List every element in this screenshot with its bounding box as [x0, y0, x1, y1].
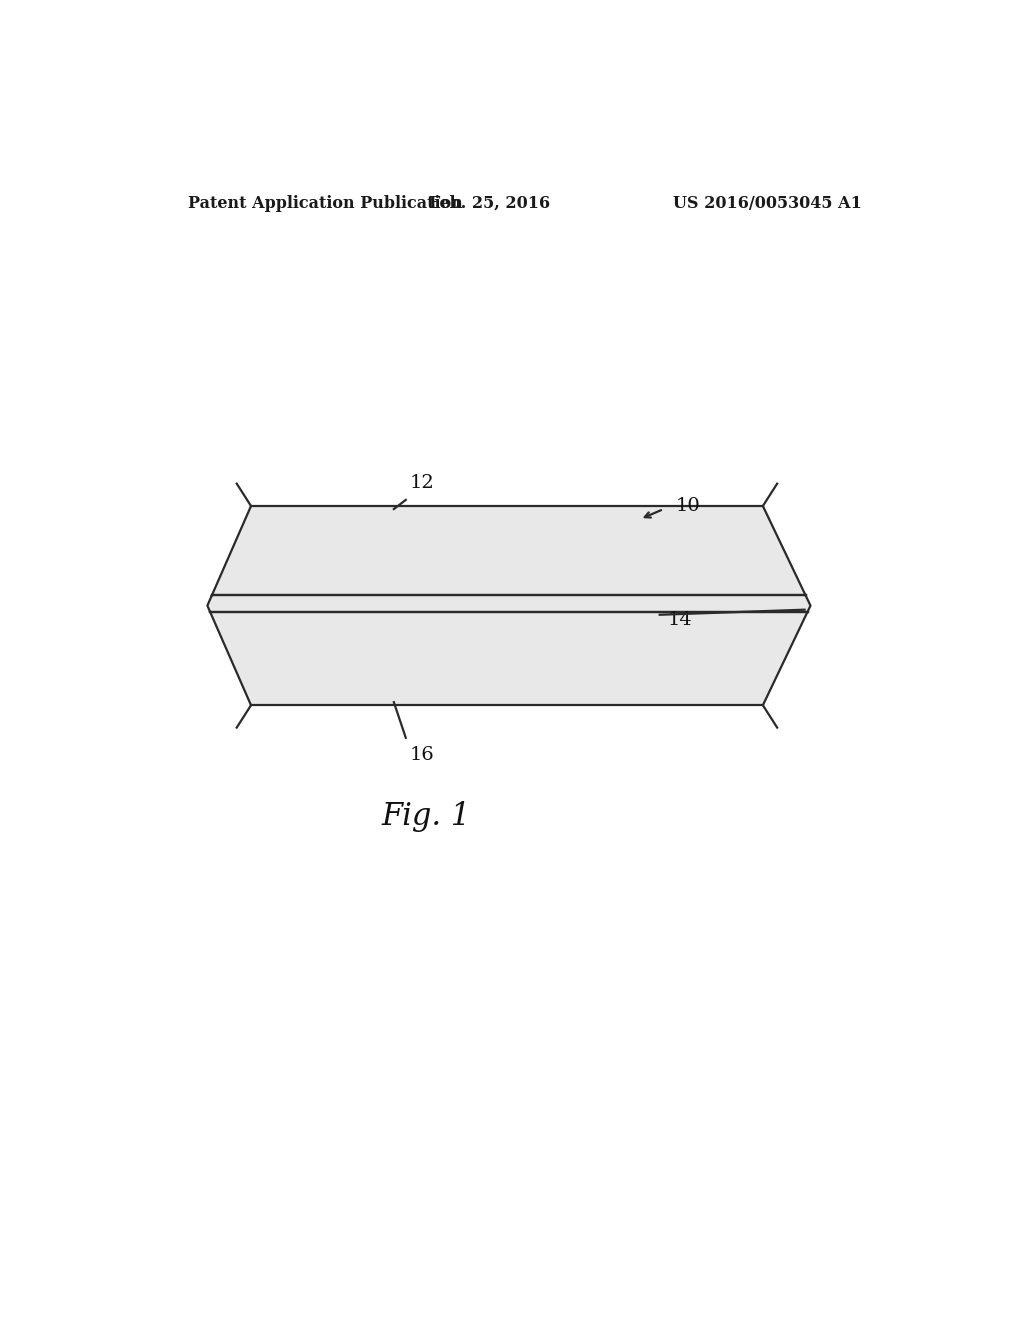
Text: 10: 10 [676, 498, 700, 515]
Polygon shape [212, 506, 806, 595]
Text: Patent Application Publication: Patent Application Publication [187, 195, 462, 213]
Text: US 2016/0053045 A1: US 2016/0053045 A1 [673, 195, 862, 213]
Polygon shape [210, 611, 808, 705]
Text: 14: 14 [668, 611, 692, 628]
Text: 16: 16 [410, 746, 434, 764]
Text: Feb. 25, 2016: Feb. 25, 2016 [428, 195, 550, 213]
Polygon shape [208, 595, 810, 611]
Text: 12: 12 [410, 474, 434, 492]
Text: Fig. 1: Fig. 1 [381, 801, 470, 832]
